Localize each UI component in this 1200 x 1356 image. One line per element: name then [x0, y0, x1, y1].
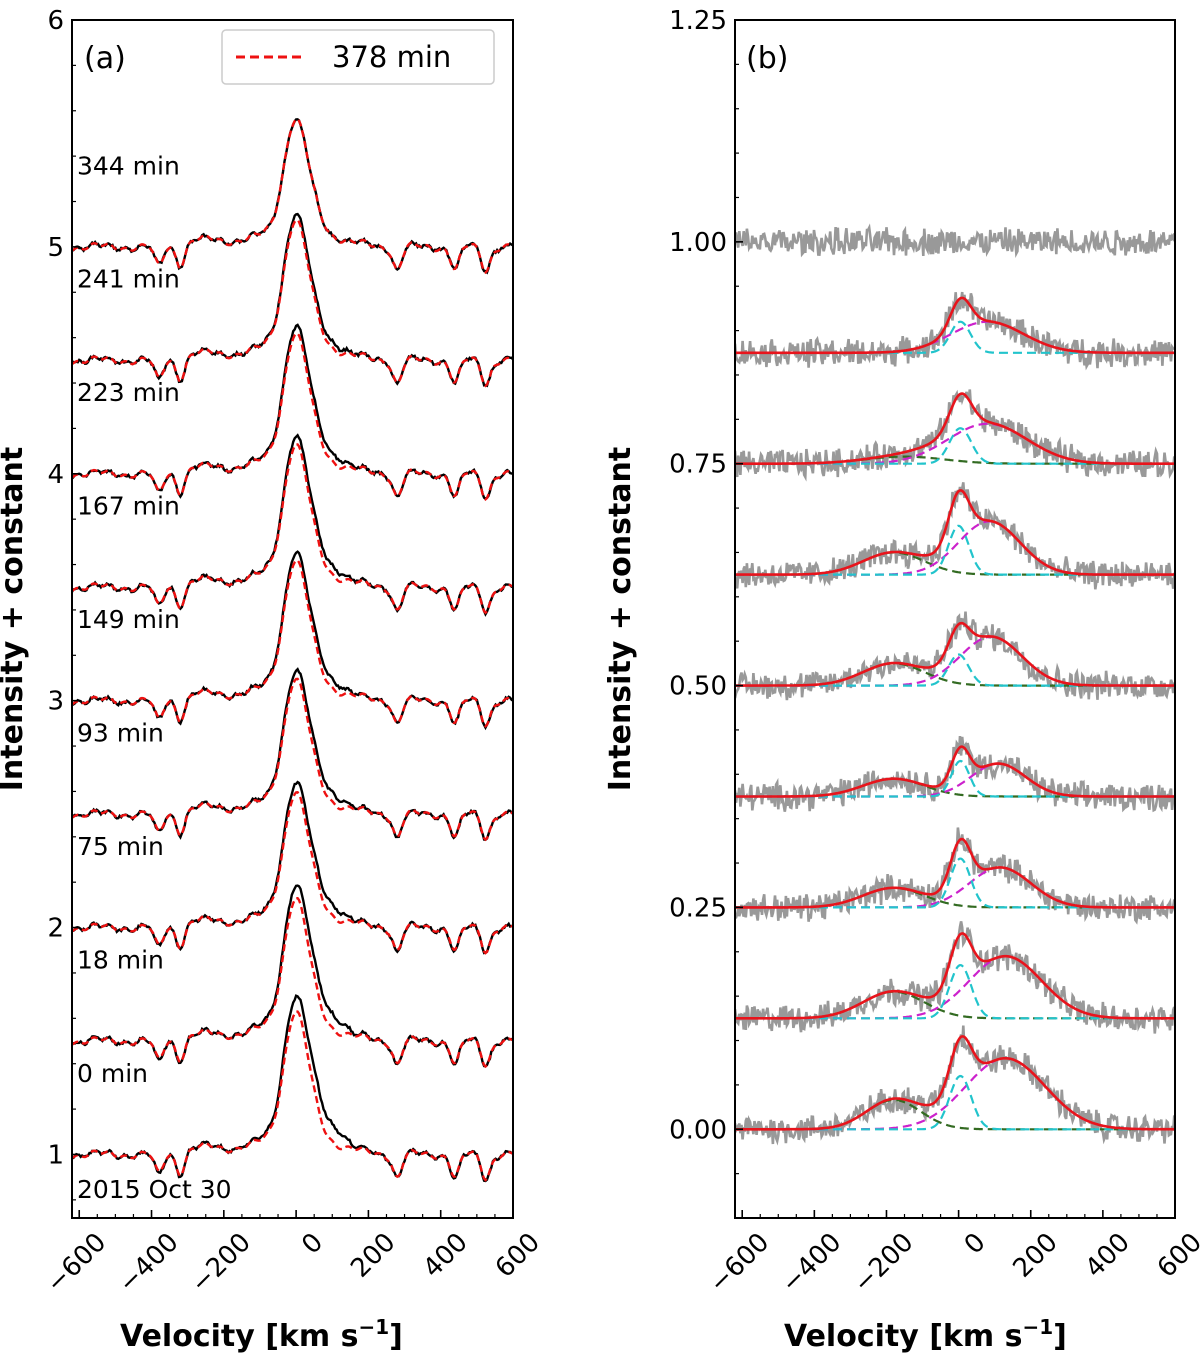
observed-spectrum [72, 884, 513, 1068]
total-fit [735, 621, 1175, 687]
observed-spectrum [72, 994, 513, 1183]
observed-spectrum [72, 780, 513, 955]
y-tick-label: 0.50 [669, 672, 727, 702]
x-tick-label: −200 [848, 1227, 920, 1299]
panel-b-xlabel-close: ] [1053, 1319, 1067, 1354]
y-tick-label: 5 [47, 233, 64, 263]
reference-spectrum-378min [72, 791, 513, 955]
y-tick-label: 1.25 [669, 6, 727, 36]
panel-b-ylabel: Intensity + constant [603, 447, 638, 792]
y-tick-label: 1 [47, 1140, 64, 1170]
panel-a-time-labels: 0 min 18 min 75 min 93 min 149 min 167 min 223… [77, 151, 180, 1088]
panel-a-ticks: −600 −400 −200 0 200 400 600 1 2 3 4 5 6 [41, 6, 546, 1299]
total-fit [735, 392, 1175, 465]
reference-spectrum-378min [72, 218, 513, 388]
observed-residual-spectrum [735, 827, 1175, 925]
time-label: 75 min [77, 832, 164, 861]
panel-b-plot-area [735, 223, 1175, 1146]
total-fit [735, 837, 1175, 909]
y-tick-label: 6 [47, 6, 64, 36]
time-label: 223 min [77, 378, 180, 407]
panel-b-xlabel: Velocity [km s−1] [784, 1315, 1067, 1354]
y-tick-label: 2 [47, 914, 64, 944]
panel-a-label: (a) [84, 41, 126, 76]
x-tick-label: 0 [959, 1227, 992, 1260]
panel-a: −600 −400 −200 0 200 400 600 1 2 3 4 5 6 (a) 378 min… [0, 6, 546, 1354]
y-tick-label: 0.25 [669, 893, 727, 923]
observed-residual-spectrum [735, 223, 1175, 258]
total-fit [735, 296, 1175, 355]
x-tick-label: −400 [776, 1227, 848, 1299]
time-label: 167 min [77, 492, 180, 521]
panel-b-xlabel-main: Velocity [km s [784, 1319, 1022, 1354]
panel-a-frame [71, 19, 514, 1219]
time-label: 344 min [77, 151, 180, 180]
y-tick-label: 0.00 [669, 1115, 727, 1145]
y-tick-label: 1.00 [669, 228, 727, 258]
time-label: 18 min [77, 945, 164, 974]
reference-spectrum-378min [72, 677, 513, 842]
reference-spectrum-378min [72, 332, 513, 501]
panel-a-xlabel: Velocity [km s−1] [120, 1315, 403, 1354]
x-tick-label: 0 [296, 1227, 329, 1260]
panel-a-plot-area [72, 117, 513, 1183]
observed-spectrum [72, 550, 513, 731]
total-fit [735, 489, 1175, 576]
panel-b-label: (b) [746, 41, 788, 76]
legend-box [221, 29, 495, 85]
reference-spectrum-378min [72, 897, 513, 1069]
reference-spectrum-378min [72, 1010, 513, 1182]
observed-residual-spectrum [735, 611, 1175, 701]
x-tick-label: −600 [41, 1227, 113, 1299]
time-label: 241 min [77, 265, 180, 294]
total-fit [735, 1035, 1175, 1131]
reference-spectrum-378min [72, 117, 513, 275]
narrow-component [735, 963, 1175, 1020]
observed-residual-spectrum [735, 1025, 1175, 1146]
time-label: 0 min [77, 1059, 148, 1088]
observed-spectrum [72, 667, 513, 841]
observed-spectrum [72, 433, 513, 617]
observed-residual-spectrum [735, 736, 1175, 813]
x-tick-label: −200 [185, 1227, 257, 1299]
observed-spectrum [72, 118, 513, 275]
y-tick-label: 3 [47, 687, 64, 717]
x-tick-label: −400 [113, 1227, 185, 1299]
panel-a-xlabel-close: ] [389, 1319, 403, 1354]
x-tick-label: 400 [1080, 1227, 1136, 1283]
panel-a-xlabel-main: Velocity [km s [120, 1319, 358, 1354]
time-label: 149 min [77, 605, 180, 634]
panel-a-xlabel-exp: −1 [358, 1315, 389, 1339]
x-tick-label: 200 [345, 1227, 401, 1283]
observed-residual-spectrum [735, 482, 1175, 590]
broad-red-component [735, 955, 1175, 1020]
reference-spectrum-378min [72, 443, 513, 615]
reference-spectrum-378min [72, 559, 513, 728]
observed-spectrum [72, 323, 513, 500]
y-tick-label: 4 [47, 460, 64, 490]
panel-a-legend: 378 min [221, 29, 495, 85]
panel-b-frame [734, 19, 1176, 1219]
panel-b: −600 −400 −200 0 200 400 600 0.00 0.25 0.50 0.75 1.… [603, 6, 1200, 1354]
x-tick-label: 200 [1008, 1227, 1064, 1283]
time-label: 93 min [77, 719, 164, 748]
total-fit [735, 932, 1175, 1020]
x-tick-label: 400 [417, 1227, 473, 1283]
panel-b-xlabel-exp: −1 [1022, 1315, 1053, 1339]
legend-label: 378 min [332, 40, 451, 74]
y-tick-label: 0.75 [669, 450, 727, 480]
x-tick-label: 600 [1152, 1227, 1200, 1283]
total-fit [735, 745, 1175, 798]
observed-spectrum [72, 212, 513, 388]
x-tick-label: −600 [704, 1227, 776, 1299]
x-tick-label: 600 [490, 1227, 546, 1283]
panel-a-ylabel: Intensity + constant [0, 447, 30, 792]
date-label: 2015 Oct 30 [77, 1175, 232, 1204]
